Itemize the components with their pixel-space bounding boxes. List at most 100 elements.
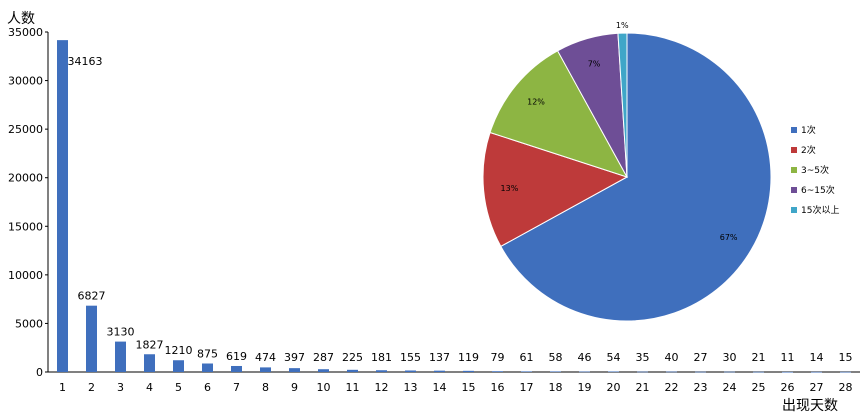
- bar: [753, 371, 764, 373]
- bar-data-label: 27: [694, 351, 708, 364]
- bar: [463, 370, 474, 372]
- bar-data-label: 3130: [107, 326, 135, 339]
- bar: [144, 354, 155, 372]
- bar: [260, 367, 271, 372]
- bar: [405, 370, 416, 372]
- bar-data-label: 46: [578, 351, 592, 364]
- bar: [550, 371, 561, 373]
- bar: [695, 371, 706, 373]
- bar: [231, 365, 242, 372]
- bar-data-label: 21: [752, 351, 766, 364]
- bar-data-label: 137: [429, 351, 450, 364]
- x-tick-label: 12: [375, 381, 389, 394]
- pie-data-label: 13%: [501, 184, 519, 193]
- bar: [782, 371, 793, 373]
- bar-chart: 人数 出现天数 05000100001500020000250003000035…: [7, 11, 860, 414]
- x-tick-label: 3: [117, 381, 124, 394]
- x-tick-label: 16: [491, 381, 505, 394]
- bar-data-label: 79: [491, 351, 505, 364]
- bar: [434, 370, 445, 372]
- pie-legend: 1次 2次 3~5次 6~15次 15次以上: [791, 124, 839, 216]
- legend-swatch: [791, 167, 797, 173]
- pie-data-label: 67%: [720, 233, 738, 242]
- bar-data-label: 40: [665, 351, 679, 364]
- bar: [173, 360, 184, 372]
- bar-data-label: 119: [458, 351, 479, 364]
- pie-chart: 67% 13% 12% 7% 1% 1次 2次 3~5次 6~15次 15次以上: [482, 21, 839, 322]
- x-tick-label: 15: [462, 381, 476, 394]
- y-tick-label: 35000: [8, 26, 43, 39]
- x-tick-label: 1: [59, 381, 66, 394]
- bar: [521, 371, 532, 373]
- bar: [289, 368, 300, 372]
- x-tick-label: 28: [839, 381, 853, 394]
- y-tick-label: 25000: [8, 123, 43, 136]
- bar: [811, 371, 822, 373]
- bar-data-label: 155: [400, 351, 421, 364]
- legend-label: 15次以上: [801, 204, 839, 216]
- bar-data-label: 875: [197, 348, 218, 361]
- bar: [637, 371, 648, 373]
- x-tick-label: 19: [578, 381, 592, 394]
- y-axis-title: 人数: [7, 11, 35, 27]
- legend-swatch: [791, 207, 797, 213]
- x-tick-label: 13: [404, 381, 418, 394]
- x-tick-label: 10: [317, 381, 331, 394]
- x-tick-label: 27: [810, 381, 824, 394]
- bar: [840, 371, 851, 373]
- bar-data-label: 474: [255, 351, 276, 364]
- y-tick-labels: 0 5000 10000 15000 20000 25000 30000 35000: [8, 26, 48, 379]
- x-tick-label: 22: [665, 381, 679, 394]
- x-tick-label: 2: [88, 381, 95, 394]
- y-tick-label: 30000: [8, 75, 43, 88]
- bar-series: [57, 40, 851, 373]
- bar-data-label: 30: [723, 351, 737, 364]
- x-tick-label: 9: [291, 381, 298, 394]
- bar: [376, 370, 387, 372]
- legend-label: 2次: [801, 144, 816, 156]
- legend-swatch: [791, 127, 797, 133]
- bar: [86, 305, 97, 372]
- pie-slices: [482, 32, 772, 322]
- legend-label: 3~5次: [801, 164, 829, 176]
- x-tick-label: 6: [204, 381, 211, 394]
- x-axis-title: 出现天数: [782, 398, 838, 414]
- x-tick-label: 7: [233, 381, 240, 394]
- x-tick-label: 18: [549, 381, 563, 394]
- y-tick-label: 10000: [8, 269, 43, 282]
- legend-label: 6~15次: [801, 184, 835, 196]
- x-tick-label: 26: [781, 381, 795, 394]
- bar: [492, 371, 503, 372]
- bar: [202, 363, 213, 372]
- bar-data-label: 287: [313, 351, 334, 364]
- bar-data-label: 58: [549, 351, 563, 364]
- x-tick-label: 17: [520, 381, 534, 394]
- x-tick-label: 23: [694, 381, 708, 394]
- bar: [347, 369, 358, 372]
- pie-data-label: 1%: [616, 21, 629, 30]
- bar-data-label: 34163: [68, 55, 103, 68]
- pie-data-label: 7%: [588, 60, 601, 69]
- pie-data-labels: 67% 13% 12% 7% 1%: [501, 21, 738, 242]
- bar-data-label: 61: [520, 351, 534, 364]
- y-tick-label: 0: [36, 366, 43, 379]
- pie-slice: [489, 50, 629, 178]
- pie-slice: [482, 131, 629, 248]
- bar: [115, 341, 126, 372]
- bar-data-label: 181: [371, 351, 392, 364]
- bar-data-label: 11: [781, 351, 795, 364]
- x-tick-label: 21: [636, 381, 650, 394]
- x-tick-label: 11: [346, 381, 360, 394]
- legend-swatch: [791, 147, 797, 153]
- bar-data-label: 35: [636, 351, 650, 364]
- bar-data-label: 619: [226, 350, 247, 363]
- y-tick-label: 15000: [8, 220, 43, 233]
- legend-label: 1次: [801, 124, 816, 136]
- bar-data-label: 54: [607, 351, 621, 364]
- bar: [666, 371, 677, 373]
- bar-data-label: 225: [342, 351, 363, 364]
- pie-data-label: 12%: [527, 98, 545, 107]
- bar: [608, 371, 619, 373]
- x-tick-label: 5: [175, 381, 182, 394]
